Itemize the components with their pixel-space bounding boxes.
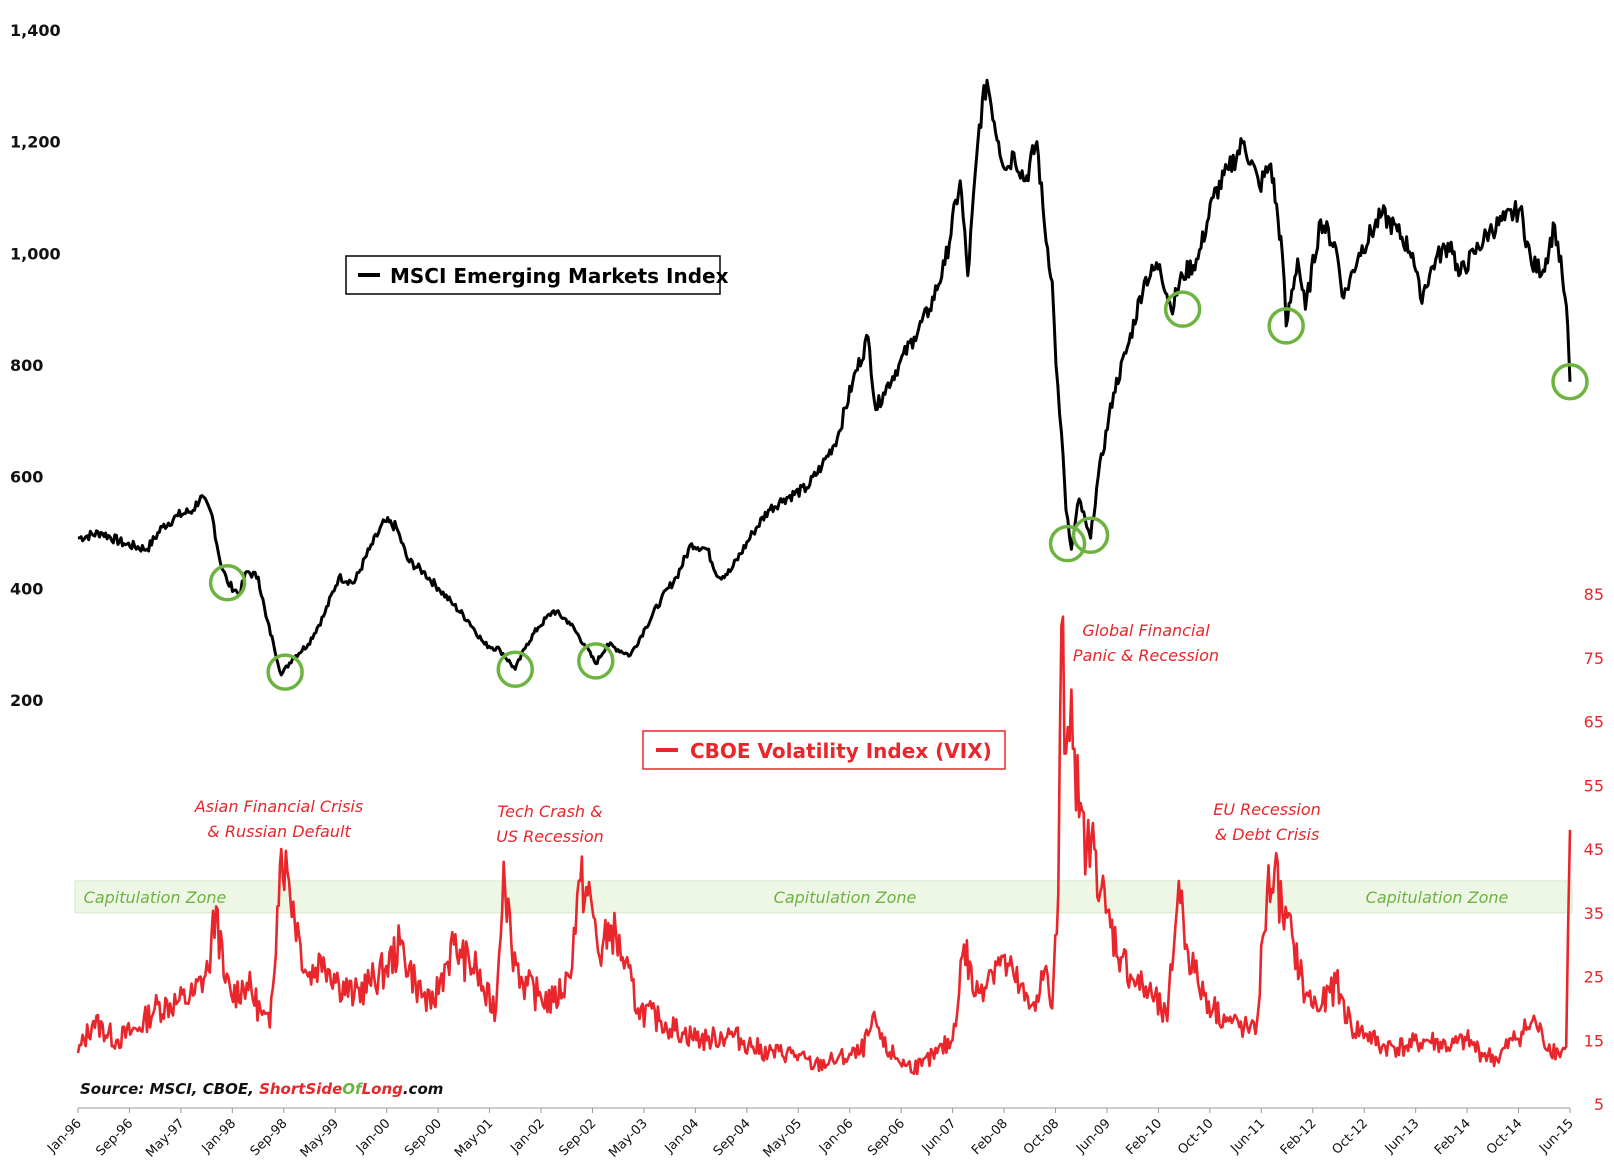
- y-left-tick-label: 200: [10, 691, 43, 710]
- legend-vix: CBOE Volatility Index (VIX): [642, 730, 1006, 770]
- source-prefix: Source: MSCI, CBOE,: [80, 1080, 259, 1098]
- vix-series-line: [76, 615, 1572, 1076]
- y-right-tick-label: 5: [1594, 1095, 1604, 1114]
- annotation-tech-crash: Tech Crash & US Recession: [496, 802, 604, 846]
- capitulation-circle: [577, 642, 615, 680]
- capitulation-circle: [1163, 290, 1202, 328]
- zone-label-1: Capitulation Zone: [84, 888, 227, 907]
- x-tick-label: Sep-06: [865, 1116, 908, 1159]
- y-right-tick-label: 25: [1584, 968, 1604, 987]
- x-tick-label: Sep-02: [556, 1116, 599, 1159]
- y-right-tick-label: 65: [1584, 713, 1604, 732]
- annotation-eu-recession: EU Recession & Debt Crisis: [1213, 800, 1321, 844]
- x-tick-label: Jan-02: [507, 1116, 548, 1157]
- source-note: Source: MSCI, CBOE, ShortSideOfLong.com: [80, 1080, 443, 1098]
- legend-msci-label: MSCI Emerging Markets Index: [390, 264, 729, 288]
- x-tick-label: Jun-09: [1073, 1116, 1114, 1157]
- capitulation-circle: [1551, 363, 1589, 401]
- annotation-asian-crisis-line2: & Russian Default: [207, 822, 351, 841]
- source-suffix: .com: [403, 1080, 444, 1098]
- y-left-tick-label: 600: [10, 468, 43, 487]
- x-tick-label: Jan-00: [353, 1116, 394, 1157]
- x-tick-label: Oct-08: [1021, 1116, 1063, 1158]
- x-tick-label: Jan-98: [199, 1116, 240, 1157]
- x-tick-label: Jun-15: [1536, 1116, 1577, 1157]
- annotation-asian-crisis-line1: Asian Financial Crisis: [194, 797, 363, 816]
- annotation-eu-recession-line1: EU Recession: [1213, 800, 1321, 819]
- source-long: Long: [362, 1080, 404, 1098]
- capitulation-circle: [1071, 516, 1110, 555]
- x-tick-label: May-97: [143, 1116, 187, 1160]
- x-tick-label: Jun-11: [1227, 1116, 1268, 1157]
- x-tick-label: Jan-06: [816, 1116, 857, 1157]
- y-left-tick-label: 1,400: [10, 21, 61, 40]
- annotation-global-financial-line1: Global Financial: [1082, 621, 1210, 640]
- annotation-eu-recession-line2: & Debt Crisis: [1215, 825, 1320, 844]
- x-tick-label: May-99: [298, 1116, 342, 1160]
- annotation-tech-crash-line1: Tech Crash &: [497, 802, 602, 821]
- zone-label-3: Capitulation Zone: [1366, 888, 1509, 907]
- x-tick-label: May-05: [761, 1116, 805, 1160]
- source-short: Short: [259, 1080, 306, 1098]
- y-right-tick-label: 45: [1584, 840, 1604, 859]
- annotation-tech-crash-line2: US Recession: [496, 827, 604, 846]
- msci-series-line: [77, 78, 1572, 677]
- zone-labels: Capitulation Zone Capitulation Zone Capitu…: [84, 888, 1509, 907]
- annotation-asian-crisis: Asian Financial Crisis & Russian Default: [194, 797, 363, 841]
- annotation-global-financial-line2: Panic & Recession: [1073, 646, 1219, 665]
- capitulation-circle: [266, 653, 304, 691]
- legend-msci: MSCI Emerging Markets Index: [345, 255, 729, 295]
- y-right-tick-label: 85: [1584, 585, 1604, 604]
- y-right-tick-label: 35: [1584, 904, 1604, 923]
- x-tick-label: Sep-96: [93, 1116, 136, 1159]
- x-tick-label: Feb-08: [969, 1116, 1011, 1158]
- y-right-tick-label: 15: [1584, 1031, 1604, 1050]
- x-tick-label: Jan-04: [662, 1116, 703, 1157]
- y-left-tick-label: 1,200: [10, 133, 61, 152]
- zone-label-2: Capitulation Zone: [774, 888, 917, 907]
- y-right-tick-label: 55: [1584, 776, 1604, 795]
- capitulation-circles: [208, 290, 1589, 691]
- y-axis-left-ticks: 1,400 1,200 1,000 800 600 400 200: [10, 21, 61, 710]
- capitulation-zone-band: [74, 880, 1573, 914]
- x-tick-label: Sep-04: [711, 1116, 754, 1159]
- capitulation-circle: [496, 650, 534, 689]
- x-axis-ticks: Jan-96 Sep-96 May-97 Jan-98 Sep-98 May-99 Jan-…: [44, 1108, 1577, 1161]
- x-tick-label: Oct-14: [1484, 1116, 1526, 1158]
- x-tick-label: Oct-10: [1175, 1116, 1217, 1158]
- x-tick-label: Sep-00: [402, 1116, 445, 1159]
- y-left-tick-label: 1,000: [10, 244, 61, 263]
- x-tick-label: Jun-07: [919, 1116, 960, 1157]
- x-tick-label: Jun-13: [1382, 1116, 1423, 1157]
- x-tick-label: Feb-14: [1432, 1116, 1474, 1158]
- annotation-global-financial: Global Financial Panic & Recession: [1073, 621, 1219, 665]
- capitulation-circle: [1267, 307, 1305, 345]
- x-tick-label: Sep-98: [248, 1116, 291, 1159]
- x-tick-label: Feb-10: [1123, 1116, 1165, 1158]
- y-left-tick-label: 800: [10, 356, 43, 375]
- source-of: Of: [342, 1080, 364, 1098]
- x-tick-label: Jan-96: [44, 1116, 85, 1157]
- capitulation-circle: [1048, 524, 1087, 563]
- y-left-tick-label: 400: [10, 579, 43, 598]
- capitulation-circle: [208, 564, 247, 602]
- legend-vix-label: CBOE Volatility Index (VIX): [690, 739, 992, 763]
- x-tick-label: Oct-12: [1330, 1116, 1372, 1158]
- x-tick-label: Feb-12: [1278, 1116, 1320, 1158]
- y-axis-right-ticks: 85 75 65 55 45 35 25 15 5: [1584, 585, 1604, 1114]
- source-side: Side: [305, 1080, 342, 1098]
- x-tick-label: May-01: [452, 1116, 496, 1160]
- y-right-tick-label: 75: [1584, 649, 1604, 668]
- x-tick-label: May-03: [606, 1116, 650, 1160]
